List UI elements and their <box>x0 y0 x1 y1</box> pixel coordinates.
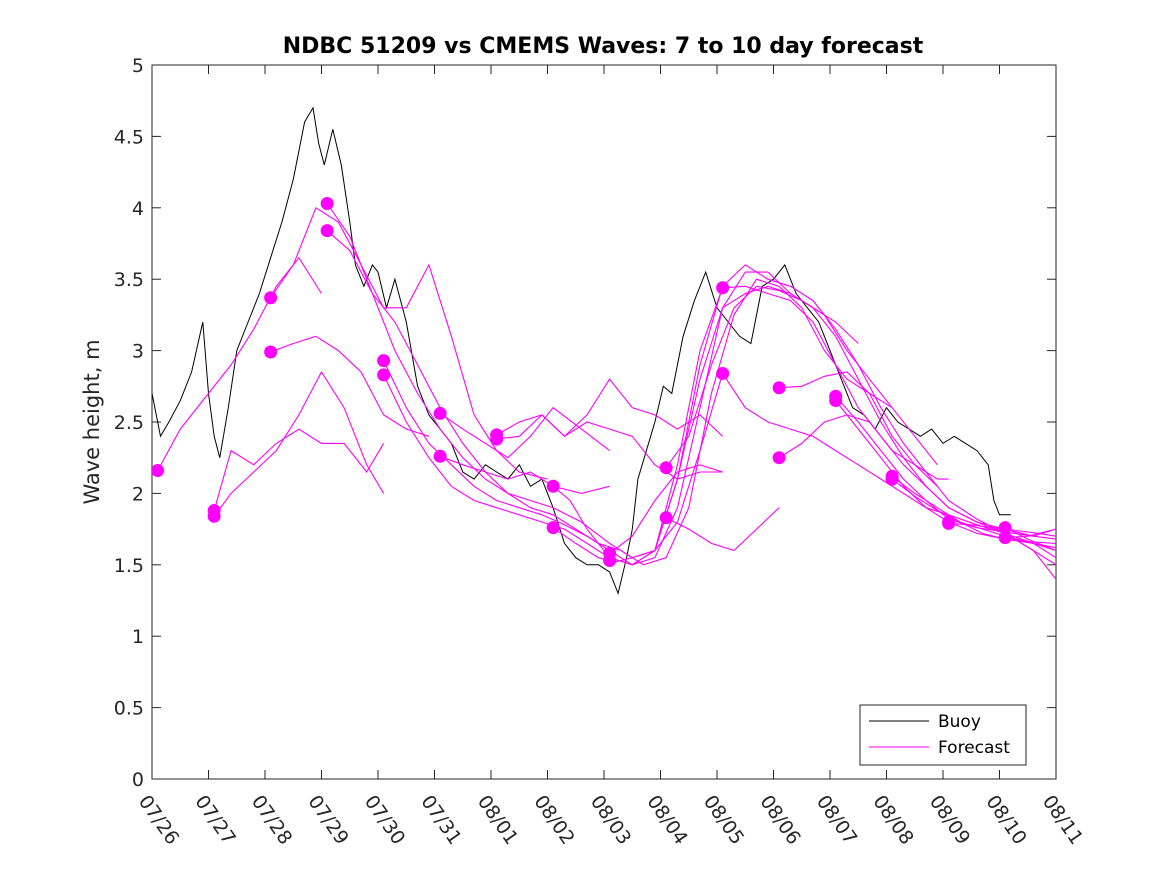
legend-forecast-label: Forecast <box>938 738 1010 758</box>
forecast-line-2 <box>213 428 385 511</box>
forecast-marker <box>377 354 391 368</box>
forecast-marker <box>433 406 447 420</box>
forecast-marker <box>998 521 1012 535</box>
forecast-line-1 <box>213 370 385 517</box>
forecast-line-21 <box>835 400 1056 549</box>
y-tick-label: 2.5 <box>114 412 144 434</box>
forecast-marker <box>716 366 730 380</box>
forecast-line-17 <box>665 285 938 469</box>
forecast-marker <box>264 345 278 359</box>
forecast-marker <box>829 394 843 408</box>
forecast-marker <box>207 504 221 518</box>
forecast-marker <box>320 197 334 211</box>
y-tick-label: 4 <box>132 198 144 220</box>
forecast-marker <box>942 515 956 529</box>
legend-box <box>859 704 1027 766</box>
forecast-marker <box>885 472 899 486</box>
forecast-marker <box>716 281 730 295</box>
y-tick-label: 3.5 <box>114 269 144 291</box>
y-tick-label: 0 <box>132 769 144 791</box>
y-tick-label: 5 <box>132 55 144 77</box>
forecast-line-4 <box>270 335 430 437</box>
y-tick-label: 3 <box>132 341 144 363</box>
forecast-line-14 <box>552 372 1056 580</box>
forecast-line-25 <box>1004 527 1056 552</box>
forecast-marker <box>320 224 334 238</box>
chart-title: NDBC 51209 vs CMEMS Waves: 7 to 10 day f… <box>283 34 924 59</box>
forecast-line-26 <box>1005 528 1056 539</box>
y-tick-label: 2 <box>132 483 144 505</box>
forecast-marker <box>772 451 786 465</box>
forecast-marker <box>659 511 673 525</box>
forecast-line-13 <box>552 285 1056 566</box>
forecast-marker <box>772 381 786 395</box>
y-tick-label: 0.5 <box>114 698 144 720</box>
series-group <box>152 106 1056 596</box>
y-axis-label: Wave height, m <box>80 339 104 504</box>
legend-buoy-label: Buoy <box>938 712 981 732</box>
forecast-line-16 <box>665 507 780 552</box>
forecast-marker <box>152 464 165 478</box>
forecast-marker <box>433 449 447 463</box>
forecast-line-9 <box>439 406 610 459</box>
forecast-marker <box>264 291 278 305</box>
forecast-line-15 <box>609 464 723 554</box>
forecast-line-8 <box>383 264 1056 566</box>
forecast-marker <box>490 432 504 446</box>
series-layer <box>152 106 1056 596</box>
forecast-line-23 <box>891 478 1056 544</box>
plot-area <box>151 64 1057 780</box>
forecast-line-22 <box>891 475 1056 552</box>
forecast-line-12 <box>496 414 723 480</box>
forecast-line-5 <box>326 203 859 559</box>
y-tick-label: 1 <box>132 626 144 648</box>
forecast-marker <box>998 531 1012 545</box>
forecast-marker <box>603 554 617 568</box>
forecast-line-19 <box>778 414 949 480</box>
forecast-marker <box>377 368 391 382</box>
forecast-marker <box>659 461 673 475</box>
forecast-line-0 <box>157 256 322 471</box>
forecast-line-18 <box>779 371 938 487</box>
y-tick-label: 1.5 <box>114 555 144 577</box>
y-tick-label: 4.5 <box>114 126 144 148</box>
forecast-marker <box>546 521 560 535</box>
forecast-marker <box>546 479 560 493</box>
forecast-line-10 <box>439 455 610 494</box>
y-axis: 0 0.5 1 1.5 2 2.5 3 3.5 4 4.5 5 <box>114 55 1056 791</box>
legend: Buoy Forecast <box>859 704 1027 766</box>
